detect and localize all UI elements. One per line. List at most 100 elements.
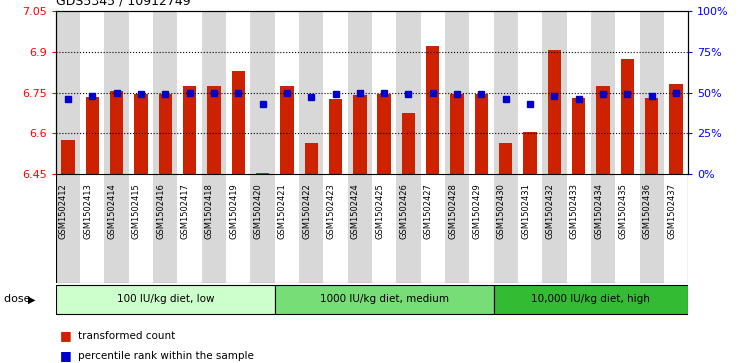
Bar [542, 11, 567, 174]
Bar [80, 174, 104, 283]
Text: ■: ■ [60, 329, 71, 342]
Bar [80, 11, 104, 174]
Bar [567, 174, 591, 283]
Bar [615, 174, 640, 283]
Bar [324, 174, 347, 283]
Text: GSM1502420: GSM1502420 [254, 183, 263, 239]
Bar [275, 11, 299, 174]
Bar [104, 11, 129, 174]
Text: GSM1502429: GSM1502429 [472, 183, 481, 239]
Bar [202, 11, 226, 174]
Bar [202, 174, 226, 283]
Bar [208, 86, 220, 174]
Text: GSM1502436: GSM1502436 [643, 183, 652, 239]
Bar [231, 71, 245, 174]
Bar [110, 91, 124, 174]
Bar [640, 11, 664, 174]
Bar [86, 97, 99, 174]
Bar [572, 98, 586, 174]
Bar [499, 143, 513, 174]
Bar [493, 285, 688, 314]
Text: GSM1502424: GSM1502424 [351, 183, 360, 239]
Text: GSM1502422: GSM1502422 [302, 183, 311, 239]
Bar [493, 11, 518, 174]
Text: percentile rank within the sample: percentile rank within the sample [78, 351, 254, 361]
Bar [177, 174, 202, 283]
Bar [275, 174, 299, 283]
Text: GSM1502433: GSM1502433 [570, 183, 579, 239]
Bar [397, 174, 420, 283]
Text: GSM1502419: GSM1502419 [229, 183, 238, 239]
Text: 1000 IU/kg diet, medium: 1000 IU/kg diet, medium [320, 294, 449, 305]
Bar [469, 11, 493, 174]
Bar [664, 11, 688, 174]
Text: GSM1502432: GSM1502432 [545, 183, 554, 239]
Bar [353, 95, 367, 174]
Bar [158, 94, 172, 174]
Bar [445, 11, 469, 174]
Bar [420, 11, 445, 174]
Bar [104, 174, 129, 283]
Bar [153, 11, 177, 174]
Bar [56, 285, 275, 314]
Bar [177, 11, 202, 174]
Bar [377, 94, 391, 174]
Text: GSM1502418: GSM1502418 [205, 183, 214, 239]
Text: ▶: ▶ [28, 294, 36, 305]
Text: GSM1502423: GSM1502423 [327, 183, 336, 239]
Bar [445, 174, 469, 283]
Bar [56, 174, 80, 283]
Text: GSM1502417: GSM1502417 [181, 183, 190, 239]
Text: GSM1502435: GSM1502435 [618, 183, 627, 239]
Bar [664, 174, 688, 283]
Bar [372, 174, 397, 283]
Bar [251, 11, 275, 174]
Bar [597, 86, 610, 174]
Text: 10,000 IU/kg diet, high: 10,000 IU/kg diet, high [531, 294, 650, 305]
Bar [347, 174, 372, 283]
Bar [620, 58, 634, 174]
Bar [567, 11, 591, 174]
Text: GSM1502413: GSM1502413 [83, 183, 92, 239]
Bar [275, 285, 493, 314]
Bar [469, 174, 493, 283]
Text: transformed count: transformed count [78, 331, 176, 341]
Bar [134, 94, 147, 174]
Bar [450, 94, 464, 174]
Bar [226, 174, 251, 283]
Bar [226, 11, 251, 174]
Text: GSM1502427: GSM1502427 [424, 183, 433, 239]
Bar [61, 140, 74, 174]
Bar [475, 94, 488, 174]
Bar [524, 132, 536, 174]
Bar [324, 11, 347, 174]
Bar [347, 11, 372, 174]
Bar [542, 174, 567, 283]
Text: GSM1502414: GSM1502414 [108, 183, 117, 239]
Bar [670, 84, 683, 174]
Bar [518, 11, 542, 174]
Text: GDS5345 / 10912749: GDS5345 / 10912749 [56, 0, 190, 7]
Bar [420, 174, 445, 283]
Bar [251, 174, 275, 283]
Text: ■: ■ [60, 349, 71, 362]
Bar [591, 174, 615, 283]
Text: GSM1502415: GSM1502415 [132, 183, 141, 239]
Text: GSM1502437: GSM1502437 [667, 183, 676, 239]
Bar [129, 174, 153, 283]
Bar [402, 113, 415, 174]
Bar [518, 174, 542, 283]
Text: GSM1502416: GSM1502416 [156, 183, 165, 239]
Text: GSM1502425: GSM1502425 [375, 183, 384, 239]
Text: GSM1502434: GSM1502434 [594, 183, 603, 239]
Text: GSM1502426: GSM1502426 [400, 183, 408, 239]
Text: GSM1502428: GSM1502428 [448, 183, 457, 239]
Bar [645, 98, 658, 174]
Bar [329, 99, 342, 174]
Text: 100 IU/kg diet, low: 100 IU/kg diet, low [117, 294, 214, 305]
Bar [615, 11, 640, 174]
Bar [591, 11, 615, 174]
Text: GSM1502421: GSM1502421 [278, 183, 287, 239]
Bar [153, 174, 177, 283]
Text: GSM1502430: GSM1502430 [497, 183, 506, 239]
